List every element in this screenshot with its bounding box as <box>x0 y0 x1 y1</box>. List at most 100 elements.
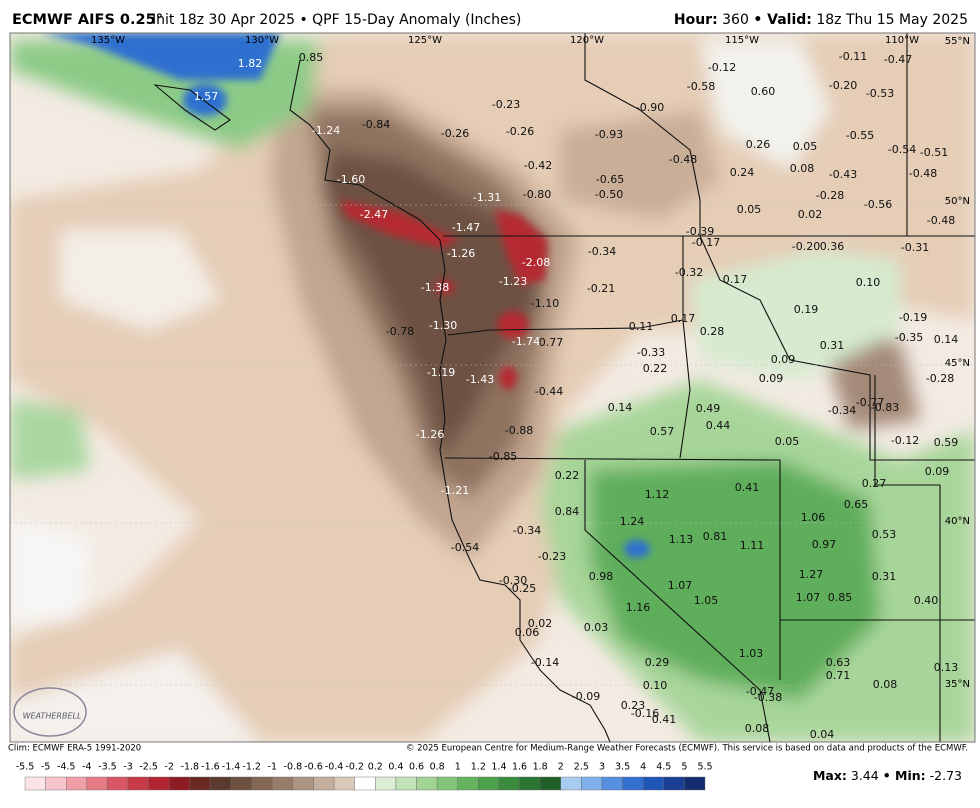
point-value: -1.24 <box>312 124 340 137</box>
point-value: 0.10 <box>643 679 668 692</box>
colorbar-label: 1.8 <box>533 762 548 773</box>
colorbar-label: -3.5 <box>98 762 117 773</box>
colorbar-swatch <box>86 776 108 791</box>
colorbar-swatch <box>148 776 170 791</box>
point-value: 1.11 <box>740 539 765 552</box>
point-value: 0.09 <box>771 353 796 366</box>
logo-text: WEATHERBELL <box>23 712 82 721</box>
point-value: 0.03 <box>584 621 609 634</box>
colorbar-label: 0.6 <box>409 762 424 773</box>
point-value: 0.98 <box>589 570 614 583</box>
lon-label: 110°W <box>885 35 919 46</box>
min: -2.73 <box>930 768 962 783</box>
point-value: 0.44 <box>706 419 731 432</box>
island <box>153 84 231 131</box>
colorbar-label: 3.5 <box>615 762 630 773</box>
colorbar-swatch <box>395 776 417 791</box>
colorbar-swatch <box>66 776 88 791</box>
colorbar-label: -0.4 <box>325 762 344 773</box>
point-value: -0.39 <box>686 225 714 238</box>
colorbar-swatch <box>169 776 191 791</box>
point-value: 0.04 <box>810 728 835 741</box>
colorbar-label: 2.5 <box>574 762 589 773</box>
colorbar-swatch <box>251 776 273 791</box>
valid-info: Hour: 360 • Valid: 18z Thu 15 May 2025 <box>674 12 968 28</box>
colorbar-label: -5 <box>41 762 50 773</box>
colorbar-swatch <box>107 776 129 791</box>
point-value: 0.27 <box>862 477 887 490</box>
valid-label: • Valid: <box>753 12 812 28</box>
point-value: -1.26 <box>416 428 444 441</box>
colorbar-label: -0.2 <box>345 762 364 773</box>
point-value: 0.28 <box>700 325 725 338</box>
point-value: -0.17 <box>692 236 720 249</box>
point-value: 0.10 <box>856 276 881 289</box>
colorbar-label: 1 <box>455 762 461 773</box>
point-value: -0.80 <box>523 188 551 201</box>
point-value: -1.31 <box>473 191 501 204</box>
lon-label: 120°W <box>570 35 604 46</box>
point-value: -0.23 <box>492 98 520 111</box>
max-min: Max: 3.44 • Min: -2.73 <box>813 768 962 783</box>
point-value: 0.08 <box>873 678 898 691</box>
point-value: 0.14 <box>608 401 633 414</box>
colorbar-label: 5 <box>681 762 687 773</box>
logo: WEATHERBELL <box>13 687 87 737</box>
point-value: -0.55 <box>846 129 874 142</box>
colorbar-label: -5.5 <box>16 762 35 773</box>
point-value: -0.42 <box>524 159 552 172</box>
point-value: -1.60 <box>337 173 365 186</box>
colorbar-swatch <box>354 776 376 791</box>
point-value: -0.09 <box>572 690 600 703</box>
point-value: 0.08 <box>745 722 770 735</box>
colorbar-label: -1.4 <box>222 762 241 773</box>
point-value: 0.85 <box>828 591 853 604</box>
colorbar-label: -4 <box>82 762 91 773</box>
point-value: -0.26 <box>441 127 469 140</box>
point-value: -0.28 <box>816 189 844 202</box>
point-value: -0.16 <box>631 707 659 720</box>
colorbar-swatch <box>292 776 314 791</box>
state-borders <box>443 33 975 742</box>
colorbar-label: 0.4 <box>388 762 403 773</box>
colorbar-swatch <box>663 776 685 791</box>
point-value: -0.34 <box>828 404 856 417</box>
point-value: 0.13 <box>934 661 959 674</box>
point-value: -0.84 <box>362 118 390 131</box>
point-value: 1.03 <box>739 647 764 660</box>
point-value: -0.19 <box>899 311 927 324</box>
point-value: 0.14 <box>934 333 959 346</box>
point-value: -0.53 <box>866 87 894 100</box>
point-value: 0.23 <box>621 699 646 712</box>
point-value: -0.32 <box>675 266 703 279</box>
point-value: -0.20 <box>792 240 820 253</box>
point-value: 0.05 <box>775 435 800 448</box>
colorbar-label: -1.2 <box>242 762 261 773</box>
climo: Clim: ECMWF ERA-5 1991-2020 <box>8 744 141 754</box>
strong-anomalies <box>40 33 650 558</box>
colorbar-label: -0.6 <box>304 762 323 773</box>
colorbar-label: -2.5 <box>139 762 158 773</box>
point-value: 0.09 <box>925 465 950 478</box>
coastline-borders <box>10 33 975 742</box>
model-name: ECMWF AIFS 0.25° <box>12 12 163 28</box>
point-value: 0.02 <box>798 208 823 221</box>
point-values: 1.82 0.85 1.57 -1.24 -0.84 -0.26 -0.23 -0.26 -0.… <box>194 50 959 741</box>
colorbar-label: 1.4 <box>491 762 506 773</box>
point-value: -0.54 <box>451 541 479 554</box>
point-value: -1.30 <box>429 319 457 332</box>
point-value: 0.65 <box>844 498 869 511</box>
colorbar-swatch <box>642 776 664 791</box>
point-value: 0.41 <box>652 713 677 726</box>
point-value: -1.23 <box>499 275 527 288</box>
lon-label: 115°W <box>725 35 759 46</box>
point-value: -0.48 <box>909 167 937 180</box>
point-value: -0.35 <box>895 331 923 344</box>
point-value: -0.58 <box>687 80 715 93</box>
point-value: 1.82 <box>238 57 263 70</box>
point-value: 0.49 <box>696 402 721 415</box>
point-value: 0.06 <box>515 626 540 639</box>
point-value: 0.31 <box>872 570 897 583</box>
point-value: -0.83 <box>871 401 899 414</box>
point-value: 1.06 <box>801 511 826 524</box>
